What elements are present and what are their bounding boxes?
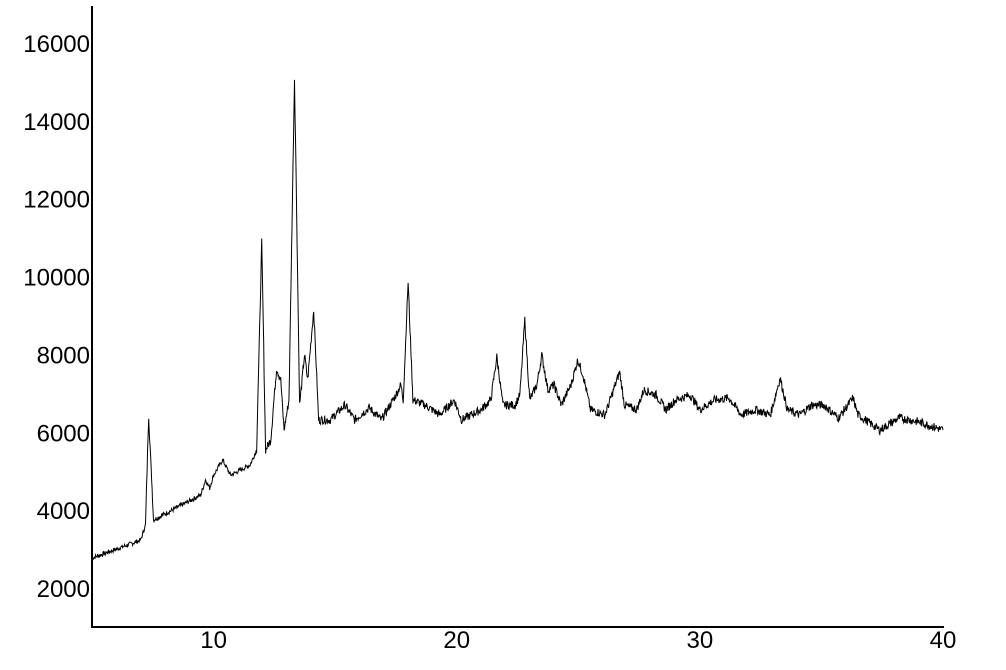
y-tick-label: 10000 bbox=[23, 265, 90, 292]
y-tick-label: 16000 bbox=[23, 31, 90, 58]
y-tick-label: 12000 bbox=[23, 187, 90, 214]
x-tick-label: 30 bbox=[687, 627, 714, 654]
x-tick-label: 10 bbox=[200, 627, 227, 654]
series-line bbox=[91, 79, 944, 561]
y-tick-label: 14000 bbox=[23, 109, 90, 136]
y-tick-label: 2000 bbox=[37, 576, 90, 603]
x-tick-label: 20 bbox=[443, 627, 470, 654]
y-tick-label: 6000 bbox=[37, 420, 90, 447]
y-tick-label: 8000 bbox=[37, 342, 90, 369]
y-tick-label: 4000 bbox=[37, 498, 90, 525]
x-tick-label: 40 bbox=[930, 627, 957, 654]
